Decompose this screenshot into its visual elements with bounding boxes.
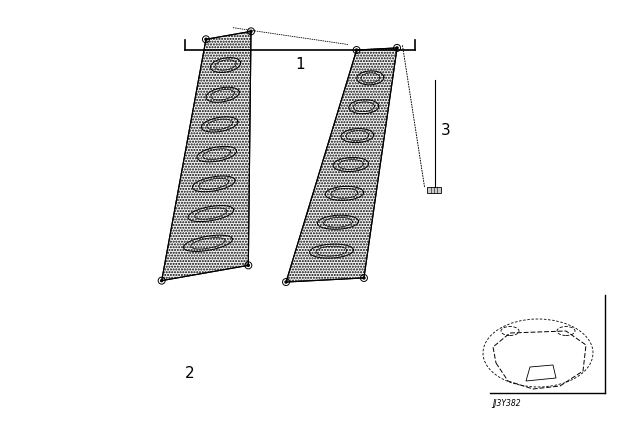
Text: 2: 2 xyxy=(185,366,195,380)
Circle shape xyxy=(356,49,358,51)
Circle shape xyxy=(363,277,365,279)
Circle shape xyxy=(396,47,398,49)
Circle shape xyxy=(285,281,287,283)
Circle shape xyxy=(247,264,250,267)
Polygon shape xyxy=(162,31,251,280)
Circle shape xyxy=(205,38,207,40)
Text: JJ3Y382: JJ3Y382 xyxy=(492,399,520,408)
Circle shape xyxy=(250,30,252,32)
Text: 1: 1 xyxy=(295,56,305,72)
Text: 3: 3 xyxy=(441,122,451,138)
Bar xyxy=(427,187,441,193)
Polygon shape xyxy=(286,48,397,282)
Circle shape xyxy=(161,280,163,282)
